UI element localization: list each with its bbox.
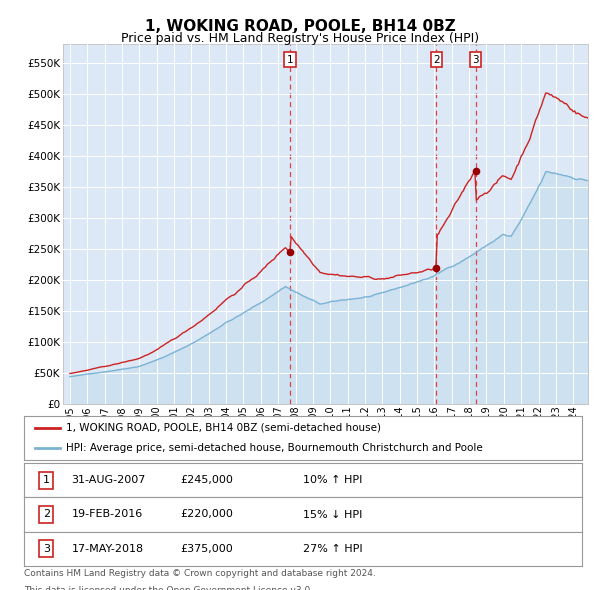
Text: £220,000: £220,000 xyxy=(180,510,233,519)
Text: This data is licensed under the Open Government Licence v3.0.: This data is licensed under the Open Gov… xyxy=(24,586,313,590)
Text: £375,000: £375,000 xyxy=(180,544,233,553)
Text: Contains HM Land Registry data © Crown copyright and database right 2024.: Contains HM Land Registry data © Crown c… xyxy=(24,569,376,578)
Text: 2: 2 xyxy=(43,510,50,519)
Text: Price paid vs. HM Land Registry's House Price Index (HPI): Price paid vs. HM Land Registry's House … xyxy=(121,32,479,45)
Text: 1: 1 xyxy=(43,476,50,485)
Text: 19-FEB-2016: 19-FEB-2016 xyxy=(71,510,143,519)
Text: 27% ↑ HPI: 27% ↑ HPI xyxy=(303,544,362,553)
Text: 3: 3 xyxy=(43,544,50,553)
Text: 1, WOKING ROAD, POOLE, BH14 0BZ: 1, WOKING ROAD, POOLE, BH14 0BZ xyxy=(145,19,455,34)
Text: HPI: Average price, semi-detached house, Bournemouth Christchurch and Poole: HPI: Average price, semi-detached house,… xyxy=(66,443,482,453)
Text: 3: 3 xyxy=(472,55,479,65)
Text: £245,000: £245,000 xyxy=(180,476,233,485)
Text: 17-MAY-2018: 17-MAY-2018 xyxy=(71,544,143,553)
Text: 2: 2 xyxy=(433,55,440,65)
Text: 1, WOKING ROAD, POOLE, BH14 0BZ (semi-detached house): 1, WOKING ROAD, POOLE, BH14 0BZ (semi-de… xyxy=(66,423,381,433)
Text: 31-AUG-2007: 31-AUG-2007 xyxy=(71,476,146,485)
Text: 1: 1 xyxy=(287,55,293,65)
Text: 10% ↑ HPI: 10% ↑ HPI xyxy=(303,476,362,485)
Text: 15% ↓ HPI: 15% ↓ HPI xyxy=(303,510,362,519)
